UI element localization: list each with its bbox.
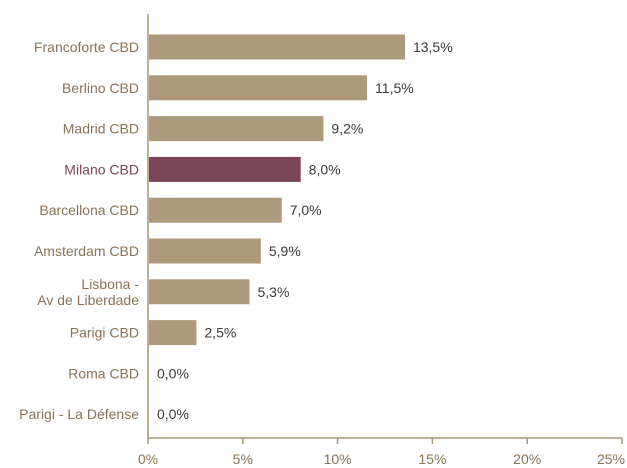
category-label-7: Parigi CBD [70, 325, 139, 341]
bar-5 [149, 238, 261, 264]
category-label-8: Roma CBD [68, 365, 139, 381]
value-label-0: 13,5% [413, 39, 453, 55]
category-label-6: Lisbona -Av de Liberdade [37, 276, 139, 308]
value-label-5: 5,9% [269, 243, 301, 259]
bar-0 [149, 34, 405, 60]
category-label-4: Barcellona CBD [39, 202, 139, 218]
x-tick-label-1: 5% [233, 451, 253, 467]
category-label-0: Francoforte CBD [34, 39, 139, 55]
bar-4 [149, 197, 282, 223]
x-tick-label-2: 10% [324, 451, 352, 467]
bar-2 [149, 116, 324, 142]
value-label-4: 7,0% [290, 202, 322, 218]
value-label-7: 2,5% [204, 325, 236, 341]
category-label-9: Parigi - La Défense [19, 406, 139, 422]
category-labels-group: Francoforte CBD Berlino CBD Madrid CBD Mila… [19, 39, 139, 422]
value-label-3: 8,0% [309, 161, 341, 177]
bar-6 [149, 279, 250, 305]
bar-7 [149, 320, 197, 346]
category-label-3: Milano CBD [64, 161, 139, 177]
x-tick-label-3: 15% [418, 451, 446, 467]
bars-group [149, 34, 405, 346]
value-labels-group: 13,5% 11,5% 9,2% 8,0% 7,0% 5,9% 5,3% 2,5% 0,0% 0,… [157, 39, 453, 422]
value-label-2: 9,2% [331, 121, 363, 137]
x-tick-label-4: 20% [513, 451, 541, 467]
category-label-5: Amsterdam CBD [34, 243, 139, 259]
value-label-9: 0,0% [157, 406, 189, 422]
value-label-1: 11,5% [375, 80, 414, 96]
category-label-1: Berlino CBD [62, 80, 139, 96]
value-label-6: 5,3% [257, 284, 289, 300]
axes-group [147, 14, 622, 439]
bar-3 [149, 156, 301, 182]
x-tick-label-5: 25% [597, 451, 625, 467]
x-tick-label-0: 0% [138, 451, 158, 467]
category-label-2: Madrid CBD [63, 121, 139, 137]
bar-1 [149, 75, 368, 101]
value-label-8: 0,0% [157, 365, 189, 381]
x-ticks-group: 0% 5% 10% 15% 20% 25% [138, 438, 625, 467]
